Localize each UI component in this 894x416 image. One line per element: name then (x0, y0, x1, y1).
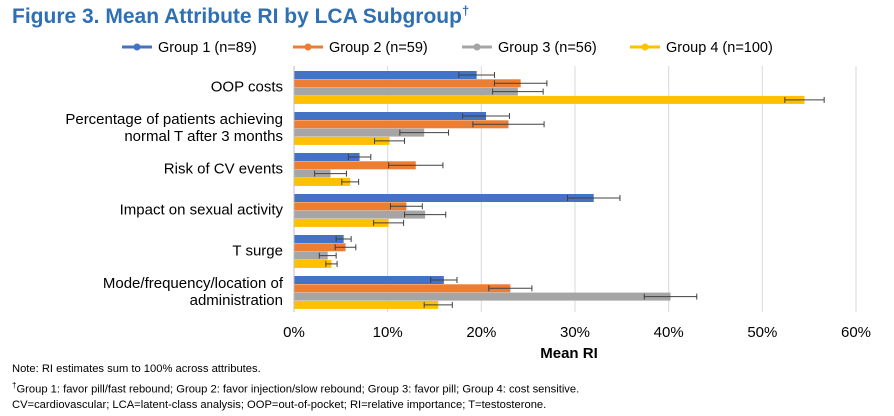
bar (294, 71, 477, 79)
bar (294, 120, 509, 129)
category-label: administration (190, 292, 283, 309)
x-tick-label: 20% (466, 324, 496, 341)
bar (294, 218, 389, 227)
x-axis-title: Mean RI (540, 345, 598, 362)
bar (294, 284, 511, 293)
legend-label: Group 3 (n=56) (498, 40, 597, 56)
bar (294, 87, 518, 96)
bar (294, 259, 332, 268)
bar (294, 202, 407, 211)
bar (294, 243, 346, 252)
x-tick-label: 40% (654, 324, 684, 341)
note-line-1: Note: RI estimates sum to 100% across at… (12, 363, 261, 375)
legend-swatch-marker (304, 43, 312, 51)
category-label: Impact on sexual activity (120, 202, 284, 219)
figure-title-dagger: † (461, 3, 470, 18)
bar (294, 112, 487, 120)
bar (294, 95, 805, 104)
x-tick-label: 10% (373, 324, 403, 341)
bar (294, 276, 444, 284)
bar (294, 177, 351, 186)
category-labels: OOP costs Percentage of patients achievin… (65, 79, 283, 310)
legend-label: Group 4 (n=100) (666, 40, 773, 56)
bar (294, 300, 439, 309)
figure-title: Figure 3. Mean Attribute RI by LCA Subgr… (12, 3, 469, 29)
note-line-2: †Group 1: favor pill/fast rebound; Group… (12, 378, 579, 398)
note-line-2-text: Group 1: favor pill/fast rebound; Group … (16, 383, 580, 396)
category-label: Percentage of patients achieving (65, 111, 283, 128)
legend-label: Group 1 (n=89) (158, 40, 257, 56)
bar (294, 128, 425, 137)
note-dagger: † (12, 380, 17, 390)
category-label: T surge (232, 243, 283, 260)
legend-label: Group 2 (n=59) (329, 40, 428, 56)
bar (294, 136, 390, 145)
x-tick-label: 60% (841, 324, 871, 341)
x-tick-label: 30% (560, 324, 590, 341)
x-tick-label: 0% (283, 324, 305, 341)
note-line-3: CV=cardiovascular; LCA=latent-class anal… (12, 398, 547, 411)
footnotes: Note: RI estimates sum to 100% across at… (12, 362, 579, 413)
category-label: Risk of CV events (164, 161, 283, 178)
bar (294, 210, 426, 219)
bar (294, 194, 594, 202)
bars (294, 71, 825, 309)
figure-title-text: Figure 3. Mean Attribute RI by LCA Subgr… (12, 5, 462, 28)
legend-swatch-marker (473, 43, 481, 51)
bar (294, 169, 331, 178)
bar (294, 161, 416, 170)
category-label: OOP costs (211, 79, 283, 96)
x-tick-label: 50% (747, 324, 777, 341)
bar (294, 292, 671, 301)
category-label: normal T after 3 months (124, 128, 283, 145)
bar (294, 79, 521, 88)
chart: OOP costs Percentage of patients achievin… (65, 40, 871, 362)
bar (294, 235, 344, 243)
x-gridlines (387, 66, 857, 312)
legend: Group 1 (n=89) Group 2 (n=59) Group 3 (n=5… (122, 40, 773, 56)
category-label: Mode/frequency/location of (103, 275, 284, 292)
legend-swatch-marker (641, 43, 649, 51)
bar (294, 251, 328, 260)
bar (294, 153, 360, 161)
legend-swatch-marker (133, 43, 141, 51)
x-tick-labels: 0% 10% 20% 30% 40% 50% 60% (283, 324, 871, 341)
